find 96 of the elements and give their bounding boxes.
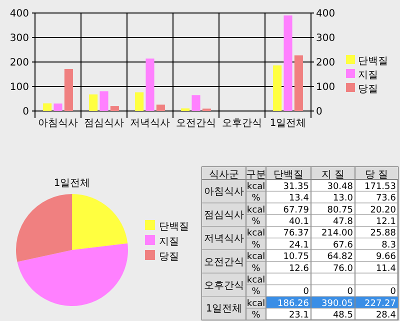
text: 214.00 <box>322 228 353 239</box>
legend-label: 단백질 <box>159 222 189 232</box>
legend-label: 당질 <box>358 84 378 95</box>
category-label: 단백질 <box>274 169 304 180</box>
text: 23.1 <box>288 310 309 321</box>
bar <box>146 58 154 111</box>
category-label: 저녁식사 <box>204 234 244 244</box>
category-label: 구분 <box>246 169 266 180</box>
text: 80.75 <box>327 205 353 216</box>
legend-label: 당질 <box>159 252 179 262</box>
bar <box>284 15 292 111</box>
text: 30.48 <box>327 182 353 192</box>
bar <box>192 95 200 111</box>
pie-slice <box>17 243 128 306</box>
pie-slice <box>16 194 72 262</box>
category-label: 오전간식 <box>204 256 244 268</box>
bar <box>64 68 73 111</box>
text: kcal <box>246 298 266 309</box>
text: 31.35 <box>283 182 309 192</box>
text: 8.3 <box>382 240 396 250</box>
text: 227.27 <box>364 298 396 309</box>
category-label: 오후간식 <box>204 280 244 292</box>
legend-label: 지질 <box>159 236 179 248</box>
text: 28.4 <box>376 310 396 321</box>
bar <box>89 94 98 111</box>
bar <box>110 106 119 111</box>
text: kcal <box>246 276 266 286</box>
y-tick-label: 0 <box>22 106 29 118</box>
text: % <box>252 240 260 250</box>
text: % <box>252 310 260 321</box>
text: kcal <box>246 228 266 239</box>
text: 73.6 <box>376 194 396 204</box>
text: 0 <box>390 287 396 298</box>
chart-title: 1일전체 <box>54 178 90 189</box>
text: 0 <box>303 287 309 298</box>
text: 67.79 <box>283 205 309 216</box>
y2-tick-label: 0 <box>316 106 322 118</box>
bar <box>135 92 144 111</box>
text: 47.8 <box>332 217 353 227</box>
pie-slice <box>72 194 128 250</box>
x-tick-label: 1일전체 <box>270 118 306 129</box>
text: 24.1 <box>288 240 309 250</box>
text: kcal <box>246 252 266 262</box>
text: % <box>252 264 260 274</box>
text: 9.66 <box>376 252 396 262</box>
text: % <box>252 194 260 204</box>
text: 64.82 <box>327 252 353 262</box>
category-label: 당 질 <box>364 169 388 180</box>
x-tick-label: 오후간식 <box>222 118 262 129</box>
text: 186.26 <box>278 298 309 309</box>
text: 13.0 <box>332 194 353 204</box>
text: 12.6 <box>288 264 309 274</box>
y-tick-label: 300 <box>10 33 29 44</box>
text: 0 <box>347 287 353 298</box>
y2-tick-label: 300 <box>316 33 336 44</box>
text: 20.20 <box>370 205 396 216</box>
bar <box>181 108 190 111</box>
y2-tick-label: 100 <box>316 82 336 93</box>
y2-tick-label: 400 <box>316 8 336 20</box>
text: 11.4 <box>376 264 396 274</box>
y-tick-label: 400 <box>10 8 29 20</box>
bar <box>294 55 303 111</box>
x-tick-label: 오전간식 <box>176 118 216 129</box>
text: kcal <box>246 205 266 216</box>
text: % <box>252 217 260 227</box>
text: 390.05 <box>322 298 353 309</box>
category-label: 지 질 <box>321 169 345 180</box>
text: 67.6 <box>332 240 353 250</box>
bar <box>273 65 282 111</box>
bar <box>54 104 62 111</box>
x-tick-label: 저녁식사 <box>130 118 170 129</box>
text: 76.37 <box>283 228 309 239</box>
bar <box>156 104 165 111</box>
text: % <box>252 287 260 298</box>
category-label: 아침식사 <box>204 186 244 198</box>
category-label: 식사군 <box>209 169 239 180</box>
text: 171.53 <box>364 182 396 192</box>
y-tick-label: 100 <box>10 82 29 93</box>
bar <box>43 103 52 111</box>
text: 12.1 <box>376 217 396 227</box>
text: 48.5 <box>332 310 353 321</box>
text: 25.88 <box>370 228 396 239</box>
text: 76.0 <box>332 264 353 274</box>
category-label: 1일전체 <box>206 304 242 315</box>
text: kcal <box>246 182 266 192</box>
x-tick-label: 아침식사 <box>38 118 78 129</box>
category-label: 점심식사 <box>204 210 244 222</box>
text: 10.75 <box>283 252 309 262</box>
y2-tick-label: 200 <box>316 58 336 68</box>
text: 40.1 <box>288 217 309 227</box>
legend-label: 지질 <box>358 70 378 81</box>
legend-label: 단백질 <box>358 56 388 67</box>
bar <box>100 91 108 111</box>
text: 13.4 <box>288 194 309 204</box>
y-tick-label: 200 <box>10 58 29 68</box>
x-tick-label: 점심식사 <box>84 118 124 129</box>
